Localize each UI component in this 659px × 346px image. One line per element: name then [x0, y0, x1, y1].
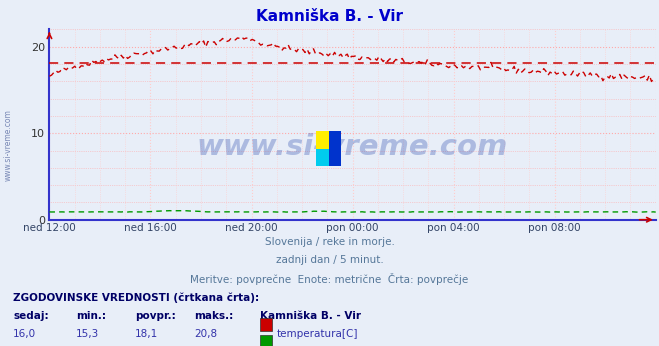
Text: ZGODOVINSKE VREDNOSTI (črtkana črta):: ZGODOVINSKE VREDNOSTI (črtkana črta):	[13, 292, 259, 303]
Text: Kamniška B. - Vir: Kamniška B. - Vir	[260, 311, 361, 321]
Text: www.si-vreme.com: www.si-vreme.com	[197, 134, 508, 161]
Text: sedaj:: sedaj:	[13, 311, 49, 321]
Text: ned 12:00: ned 12:00	[23, 223, 76, 233]
Text: povpr.:: povpr.:	[135, 311, 176, 321]
Text: www.si-vreme.com: www.si-vreme.com	[3, 109, 13, 181]
Text: zadnji dan / 5 minut.: zadnji dan / 5 minut.	[275, 255, 384, 265]
Text: pon 08:00: pon 08:00	[529, 223, 581, 233]
Text: temperatura[C]: temperatura[C]	[277, 329, 358, 339]
Text: 15,3: 15,3	[76, 329, 99, 339]
Text: ned 16:00: ned 16:00	[124, 223, 177, 233]
Text: 18,1: 18,1	[135, 329, 158, 339]
Text: 16,0: 16,0	[13, 329, 36, 339]
Text: ned 20:00: ned 20:00	[225, 223, 278, 233]
Text: Kamniška B. - Vir: Kamniška B. - Vir	[256, 9, 403, 24]
Text: pon 00:00: pon 00:00	[326, 223, 379, 233]
Text: 20,8: 20,8	[194, 329, 217, 339]
Text: Slovenija / reke in morje.: Slovenija / reke in morje.	[264, 237, 395, 247]
Text: maks.:: maks.:	[194, 311, 234, 321]
Text: min.:: min.:	[76, 311, 106, 321]
Text: pon 04:00: pon 04:00	[427, 223, 480, 233]
Text: Meritve: povprečne  Enote: metrične  Črta: povprečje: Meritve: povprečne Enote: metrične Črta:…	[190, 273, 469, 285]
